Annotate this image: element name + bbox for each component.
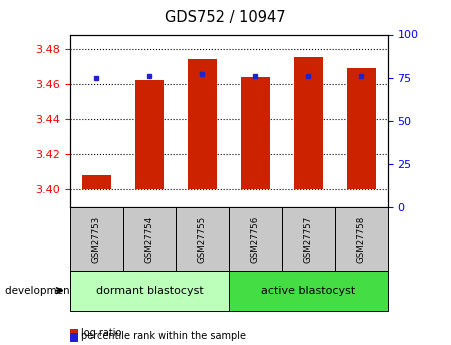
Text: GDS752 / 10947: GDS752 / 10947: [165, 10, 286, 25]
Bar: [241, 77, 270, 189]
Bar: [82, 175, 111, 189]
Bar: [135, 80, 164, 189]
Text: dormant blastocyst: dormant blastocyst: [96, 286, 203, 296]
Text: GSM27754: GSM27754: [145, 215, 154, 263]
Text: development stage: development stage: [5, 286, 106, 296]
Bar: [188, 59, 217, 189]
Text: log ratio: log ratio: [81, 328, 121, 338]
Text: GSM27755: GSM27755: [198, 215, 207, 263]
Text: GSM27753: GSM27753: [92, 215, 101, 263]
Text: GSM27757: GSM27757: [304, 215, 313, 263]
Text: GSM27758: GSM27758: [357, 215, 366, 263]
Text: percentile rank within the sample: percentile rank within the sample: [81, 332, 246, 341]
Text: GSM27756: GSM27756: [251, 215, 260, 263]
Text: active blastocyst: active blastocyst: [261, 286, 355, 296]
Bar: [347, 68, 376, 189]
Bar: [294, 57, 323, 189]
